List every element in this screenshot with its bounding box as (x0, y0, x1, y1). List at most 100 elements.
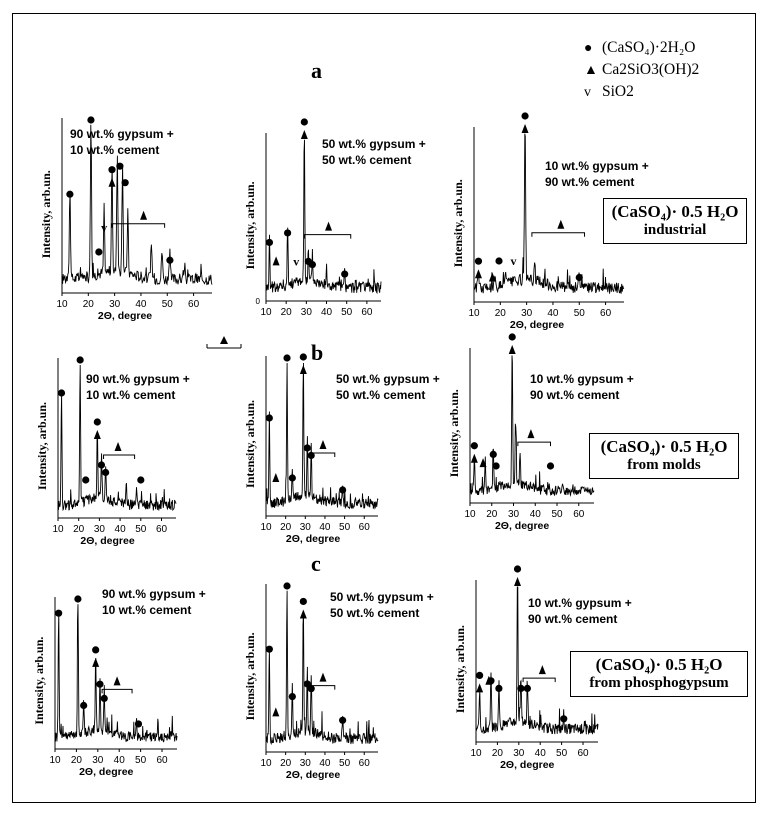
x-tick-label: 60 (573, 509, 585, 520)
marker-gypsum (66, 190, 74, 198)
x-tick-label: 50 (339, 758, 351, 769)
marker-csh (272, 256, 280, 266)
panel-title: 90 wt.% cement (545, 175, 634, 189)
box-subtitle: industrial (643, 222, 707, 238)
panel-title: 50 wt.% cement (336, 388, 425, 402)
x-tick-label: 10 (260, 758, 272, 769)
marker-csh (299, 609, 307, 619)
marker-sio2: v (293, 254, 299, 268)
panel-title: 90 wt.% gypsum + (86, 372, 190, 386)
marker-gypsum (108, 166, 116, 174)
y-axis-label: Intensity, arb.un. (453, 625, 467, 713)
panel-title: 10 wt.% cement (86, 388, 175, 402)
marker-csh (140, 210, 148, 220)
x-tick-label: 10 (260, 522, 272, 533)
xrd-panel-c-3: 10 20 30 40 50 60 2Θ, degree Intensity, arb.un.… (453, 565, 632, 771)
panel-title: 50 wt.% gypsum + (336, 372, 440, 386)
panel-title: 10 wt.% cement (102, 603, 191, 617)
marker-csh (92, 657, 100, 667)
x-axis-label: 2Θ, degree (98, 310, 152, 322)
marker-csh (538, 665, 546, 675)
spectrum-line (469, 355, 595, 497)
marker-gypsum (166, 256, 174, 264)
phase-box-phosphogypsum: (CaSO₄)· 0.5 H₂O from phosphogypsum (570, 651, 748, 697)
marker-csh (479, 458, 487, 468)
x-axis-label: 2Θ, degree (495, 520, 549, 532)
spectrum-line (475, 586, 599, 736)
marker-gypsum (283, 582, 291, 590)
marker-gypsum (55, 609, 63, 617)
x-tick-label: 20 (71, 755, 83, 766)
x-tick-label: 30 (521, 308, 533, 319)
panel-title: 90 wt.% gypsum + (70, 127, 174, 141)
x-tick-label: 20 (486, 509, 498, 520)
x-axis-label: 2Θ, degree (510, 319, 564, 331)
legend-label: (CaSO₄)·2H₂O (602, 39, 696, 56)
marker-gypsum (513, 565, 522, 573)
spectrum-line (54, 604, 178, 743)
panel-title: 90 wt.% cement (528, 612, 617, 626)
x-tick-label: 60 (359, 758, 371, 769)
marker-csh (272, 473, 280, 482)
marker-csh (319, 440, 327, 449)
marker-gypsum (134, 720, 143, 728)
legend-item-gypsum: ● (CaSO₄)·2H₂O (584, 37, 699, 59)
legend: ● (CaSO₄)·2H₂O ▲ Ca2SiO3(OH)2 v SiO2 (584, 37, 699, 103)
x-tick-label: 40 (115, 524, 127, 535)
x-tick-label: 40 (321, 307, 333, 318)
marker-gypsum (474, 257, 483, 265)
x-tick-label: 40 (547, 308, 559, 319)
x-tick-label: 20 (281, 307, 293, 318)
marker-gypsum (470, 442, 478, 450)
x-tick-label: 50 (135, 755, 147, 766)
x-tick-label: 50 (341, 307, 353, 318)
marker-csh (557, 219, 565, 229)
box-title: (CaSO₄)· 0.5 H₂O (611, 202, 739, 221)
marker-gypsum (57, 389, 66, 397)
x-tick-label: 50 (551, 509, 563, 520)
marker-gypsum (265, 414, 273, 422)
marker-gypsum (97, 461, 106, 469)
marker-gypsum (288, 693, 296, 701)
xrd-panel-c-1: 10 20 30 40 50 60 2Θ, degree Intensity, arb.un.… (32, 587, 206, 778)
y-tick-label: 0 (256, 297, 261, 306)
marker-gypsum (517, 684, 525, 693)
spectrum-line (61, 124, 213, 286)
marker-gypsum (508, 333, 516, 341)
spectrum-line (57, 364, 177, 512)
marker-gypsum (102, 468, 110, 477)
x-axis-label: 2Θ, degree (286, 533, 340, 545)
marker-gypsum (521, 112, 529, 120)
marker-csh (527, 429, 535, 439)
marker-csh (300, 130, 308, 139)
x-tick-label: 30 (513, 748, 525, 759)
legend-symbol-v: v (584, 85, 591, 100)
spectrum-line (265, 590, 379, 746)
x-tick-label: 60 (361, 307, 373, 318)
marker-gypsum (300, 118, 308, 126)
stray-bracket-mark (206, 336, 242, 349)
marker-gypsum (307, 685, 315, 693)
legend-label: SiO2 (602, 83, 634, 100)
marker-gypsum (307, 451, 315, 460)
phase-bracket (531, 232, 586, 237)
marker-gypsum (546, 462, 555, 470)
marker-gypsum (495, 684, 503, 693)
phase-bracket (103, 454, 136, 459)
marker-gypsum (288, 474, 296, 482)
marker-gypsum (265, 645, 273, 653)
panel-title: 10 wt.% gypsum + (528, 596, 632, 610)
panel-title: 50 wt.% cement (330, 606, 419, 620)
marker-gypsum (339, 716, 347, 724)
marker-gypsum (489, 450, 497, 458)
x-axis-label: 2Θ, degree (286, 769, 340, 781)
x-axis-label: 2Θ, degree (500, 759, 554, 771)
x-tick-label: 10 (49, 755, 61, 766)
figure-frame (12, 13, 756, 803)
marker-gypsum (100, 694, 108, 703)
marker-gypsum (303, 444, 311, 452)
marker-gypsum (492, 462, 500, 470)
x-tick-label: 50 (574, 308, 586, 319)
marker-gypsum (495, 257, 503, 265)
